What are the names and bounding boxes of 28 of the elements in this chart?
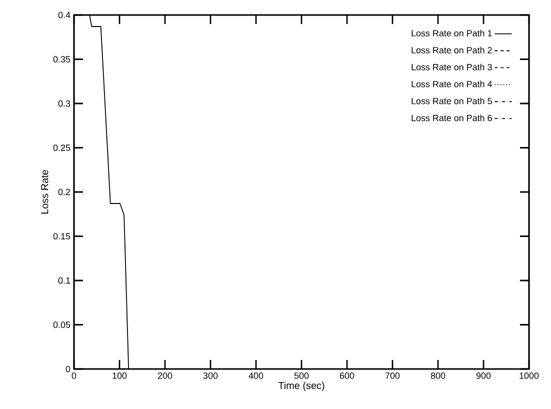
y-tick-label: 0.3 <box>58 100 70 107</box>
x-tick-label: 300 <box>203 372 218 379</box>
x-tick-label: 400 <box>248 372 264 379</box>
y-axis-title: Loss Rate <box>41 170 48 214</box>
y-tick-label: 0.2 <box>58 188 70 196</box>
x-tick-label: 800 <box>430 372 446 379</box>
y-tick-label: 0.05 <box>53 322 70 328</box>
y-tick-label: 0.15 <box>53 233 70 240</box>
x-tick-label: 1000 <box>520 372 539 379</box>
legend-label: Loss Rate on Path 3 <box>412 64 492 70</box>
x-tick-label: 700 <box>385 372 400 379</box>
y-tick-label: 0 <box>66 366 70 372</box>
x-tick-label: 500 <box>294 372 309 379</box>
y-tick-label: 0.4 <box>58 12 70 18</box>
x-tick-label: 0 <box>72 372 76 379</box>
y-tick-label: 0.25 <box>53 144 70 151</box>
legend-label: Loss Rate on Path 2 <box>412 46 492 54</box>
legend-label: Loss Rate on Path 1 <box>412 30 492 36</box>
x-axis-title: Time (sec) <box>278 382 324 392</box>
x-tick-label: 900 <box>476 372 491 379</box>
x-tick-label: 200 <box>158 372 172 379</box>
y-tick-label: 0.35 <box>53 56 70 62</box>
legend-label: Loss Rate on Path 4 <box>412 80 492 88</box>
x-tick-label: 100 <box>112 372 127 379</box>
legend-label: Loss Rate on Path 5 <box>412 98 492 104</box>
legend-label: Loss Rate on Path 6 <box>412 114 492 122</box>
y-tick-label: 0.1 <box>58 277 70 284</box>
x-tick-label: 600 <box>340 372 354 379</box>
